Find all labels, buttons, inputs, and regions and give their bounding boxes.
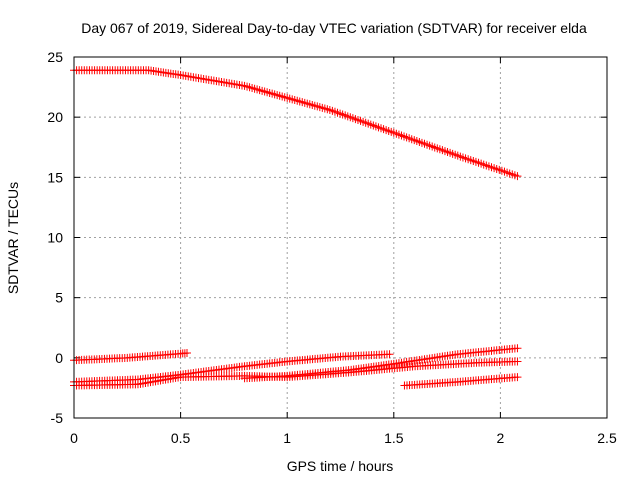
x-tick-label: 1.5 <box>384 430 404 446</box>
data-point <box>385 350 394 359</box>
data-point <box>182 349 191 358</box>
data-point <box>513 344 522 353</box>
series-track-6 <box>400 373 522 390</box>
y-tick-label: 20 <box>47 109 63 125</box>
y-axis-labels: -5 0 5 10 15 20 25 <box>47 49 63 426</box>
data-point <box>513 373 522 382</box>
series-track-1 <box>70 66 522 181</box>
data-point <box>513 172 522 181</box>
x-tick-label: 2 <box>497 430 505 446</box>
plot-frame <box>73 56 608 419</box>
data-marks <box>70 66 522 390</box>
y-tick-label: 0 <box>55 350 63 366</box>
y-tick-label: 25 <box>47 49 63 65</box>
x-axis-labels: 0 0.5 1 1.5 2 2.5 <box>70 430 617 446</box>
y-tick-label: 5 <box>55 290 63 306</box>
x-tick-label: 0 <box>70 430 78 446</box>
series-track-2 <box>70 349 191 365</box>
data-point <box>513 357 522 366</box>
x-tick-label: 1 <box>283 430 291 446</box>
series-track-3 <box>70 350 394 386</box>
y-tick-label: 10 <box>47 230 63 246</box>
x-axis-title: GPS time / hours <box>287 458 394 474</box>
chart-title: Day 067 of 2019, Sidereal Day-to-day VTE… <box>81 20 587 36</box>
x-tick-label: 0.5 <box>171 430 191 446</box>
series-track-5 <box>240 344 522 383</box>
y-tick-label: 15 <box>47 169 63 185</box>
y-axis-title: SDTVAR / TECUs <box>5 182 21 294</box>
series-track-4 <box>70 357 522 390</box>
y-tick-label: -5 <box>51 410 64 426</box>
x-tick-label: 2.5 <box>597 430 617 446</box>
